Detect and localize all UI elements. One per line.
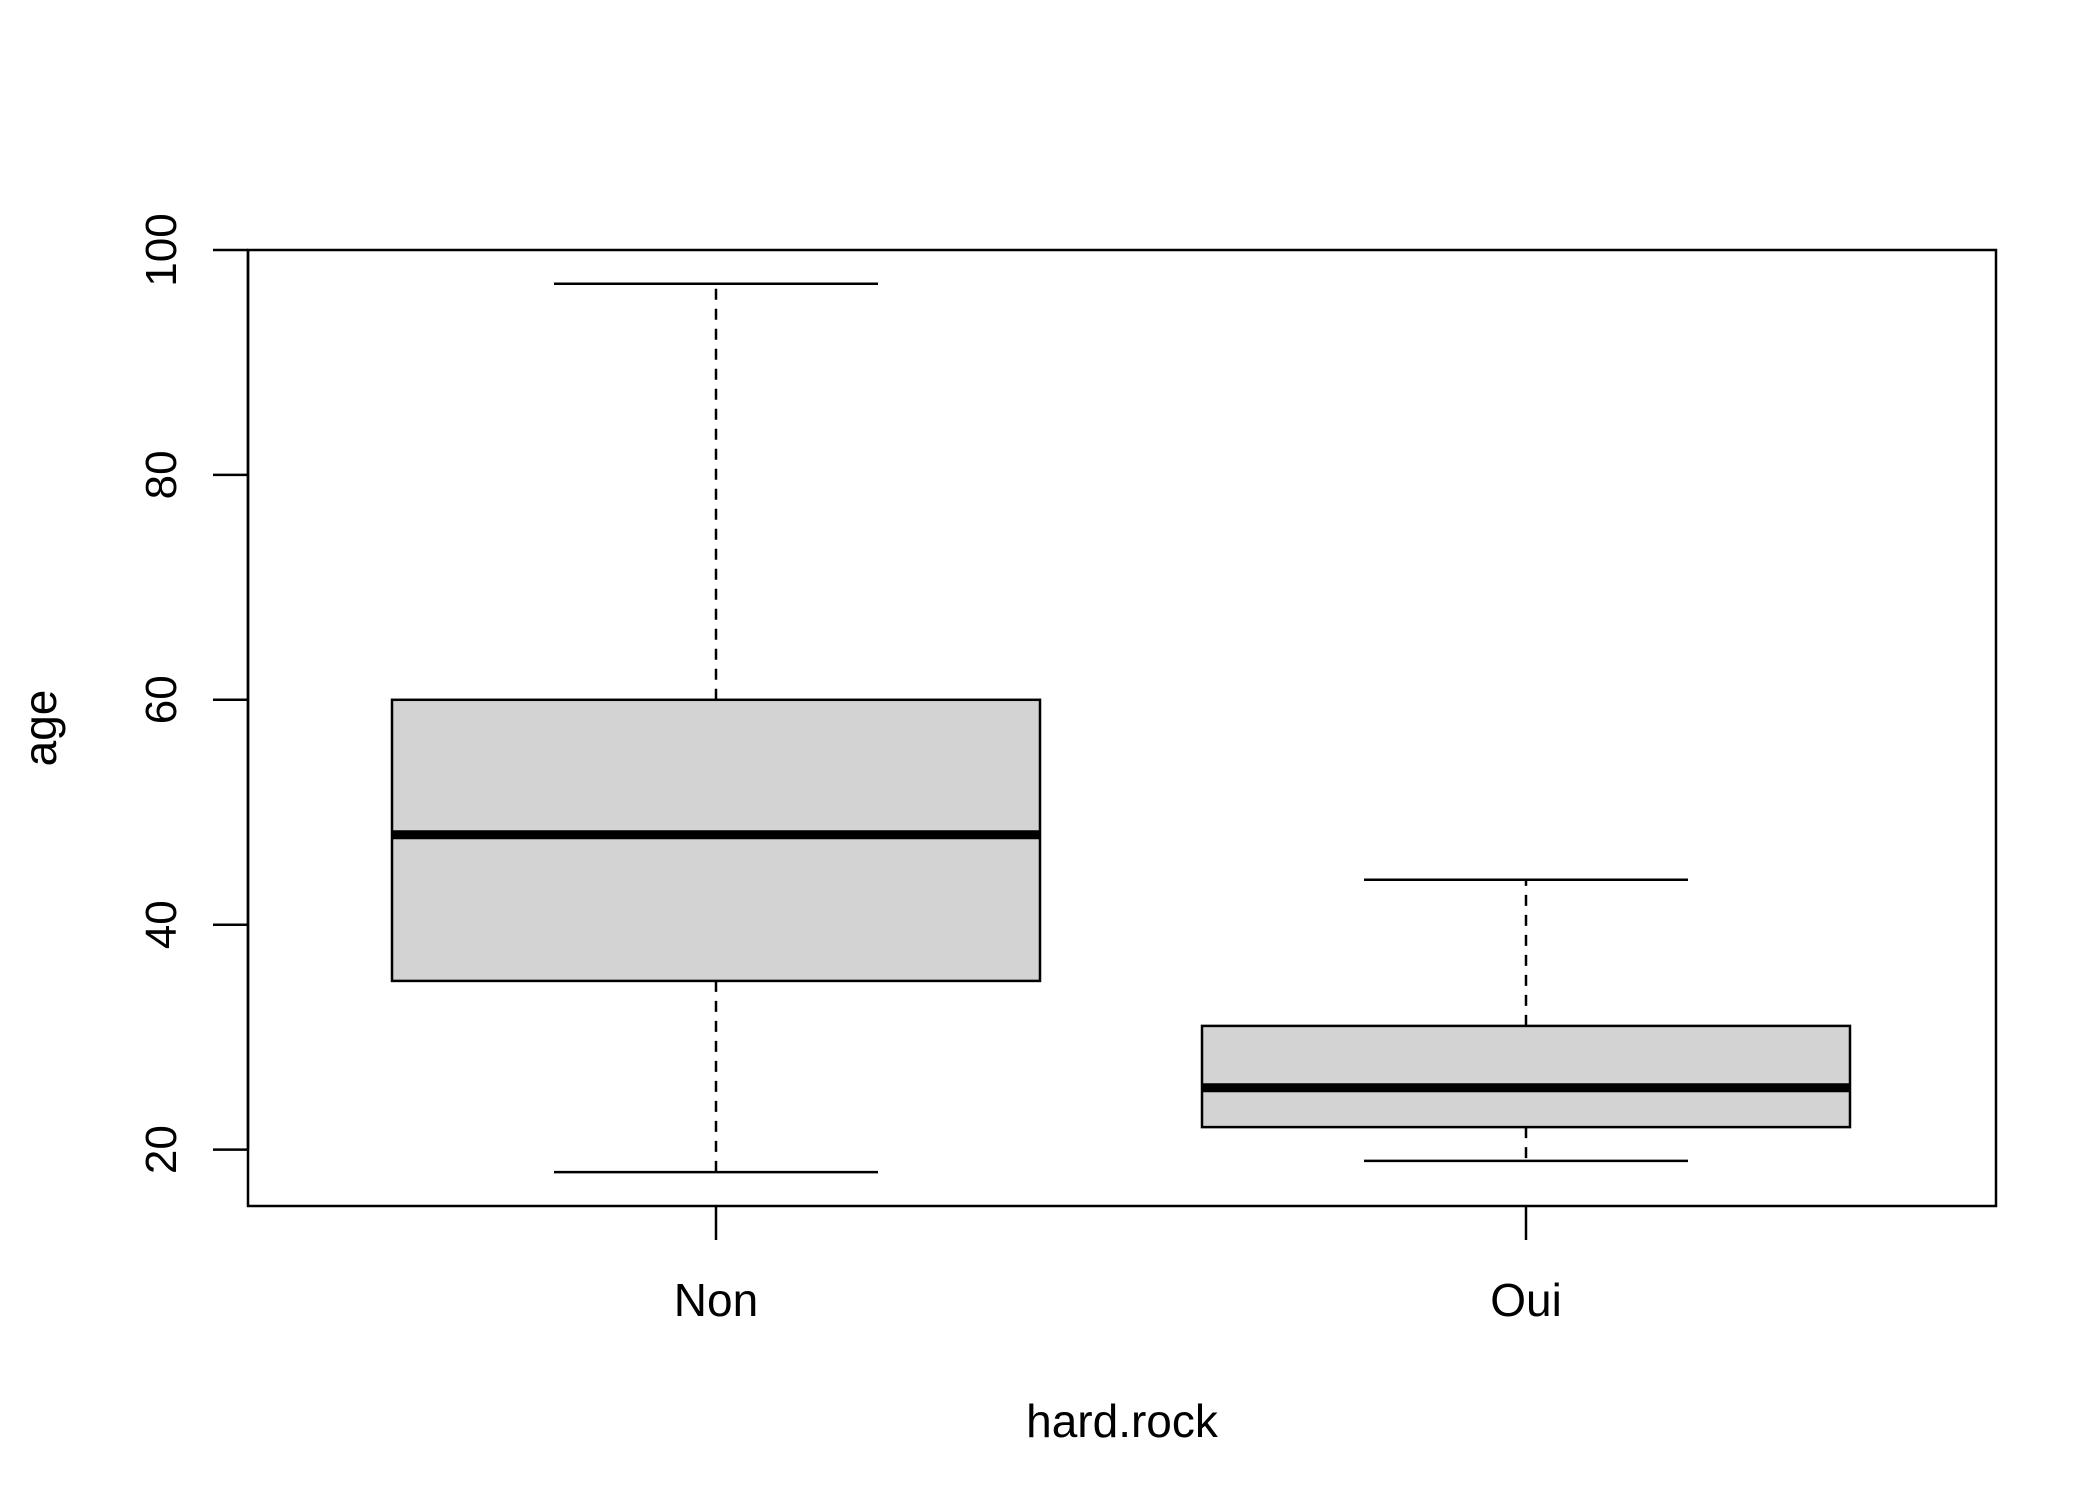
- y-tick-label: 80: [137, 450, 186, 499]
- y-tick-label: 40: [137, 900, 186, 949]
- y-tick-label: 60: [137, 675, 186, 724]
- x-tick-label: Oui: [1490, 1274, 1562, 1326]
- x-axis-title: hard.rock: [1026, 1395, 1219, 1447]
- x-tick-label: Non: [674, 1274, 758, 1326]
- iqr-box: [1200, 1024, 1852, 1129]
- boxes-layer: [390, 282, 1852, 1174]
- box-oui: [1200, 878, 1852, 1163]
- y-axis-title: age: [14, 690, 66, 767]
- y-tick-label: 100: [137, 213, 186, 286]
- y-axis: 20 40 60 80 100: [137, 213, 250, 1174]
- iqr-box: [390, 698, 1042, 983]
- x-axis: Non Oui: [674, 1206, 1562, 1326]
- y-tick-label: 20: [137, 1125, 186, 1174]
- box-non: [390, 282, 1042, 1174]
